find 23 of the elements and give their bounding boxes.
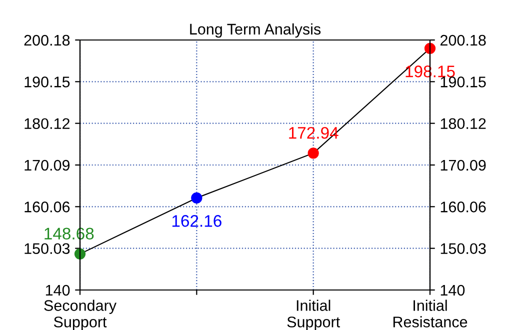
x-tick-label: Initial Resistance	[393, 300, 468, 328]
y-tick-label: 200.18	[24, 34, 70, 46]
point	[74, 248, 86, 260]
y2-tick-label: 170.09	[440, 160, 486, 171]
y2-tick-label: 180.12	[440, 118, 486, 130]
y2-tick-label: 160.06	[440, 202, 486, 212]
chart-title: Long Term Analysis	[190, 23, 321, 38]
x-tick-label: Initial Support	[287, 300, 340, 330]
y-tick-label: 170.09	[24, 160, 70, 171]
y-tick-label: 190.15	[24, 76, 70, 88]
y2-tick-label: 200.18	[440, 34, 486, 46]
x-tick-label: Secondary Support	[44, 300, 116, 330]
point	[308, 148, 319, 159]
point	[424, 42, 436, 54]
y2-tick-label: 150.03	[440, 243, 486, 254]
data-label: 162.16	[172, 215, 222, 227]
point	[191, 192, 202, 204]
y-tick-label: 180.12	[24, 118, 70, 130]
y-tick-label: 140	[46, 284, 70, 296]
y-tick-label: 160.06	[24, 202, 70, 212]
y2-tick-label: 190.15	[440, 76, 486, 88]
y-tick-label: 150.03	[24, 243, 70, 254]
y2-tick-label: 140	[440, 284, 465, 296]
